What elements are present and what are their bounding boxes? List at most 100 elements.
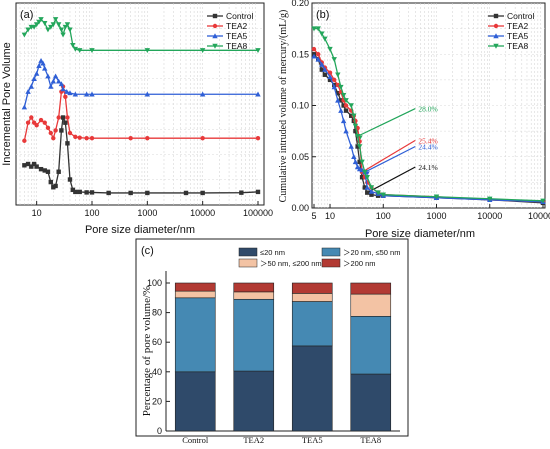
data-point [375, 190, 381, 196]
panel-a-series [21, 17, 261, 196]
legend-label: TEA2 [226, 21, 248, 31]
x-tick-label: 100 [376, 211, 391, 221]
x-tick-label: TEA5 [302, 435, 323, 445]
bar-segment [350, 282, 392, 295]
panel-a-label: (a) [20, 9, 33, 21]
data-point [72, 46, 79, 52]
data-point [60, 86, 66, 92]
panel-c-frame [135, 238, 409, 437]
data-point [31, 24, 37, 30]
legend-label: TEA2 [507, 21, 529, 31]
data-point [255, 91, 261, 97]
bar-segment [350, 373, 392, 432]
data-point [67, 130, 73, 136]
x-tick-label: 100000 [243, 208, 273, 218]
data-point [70, 42, 76, 48]
legend-label: ≤20 nm [260, 248, 285, 257]
data-point [322, 36, 328, 42]
data-point [319, 61, 325, 67]
data-point [352, 159, 359, 165]
data-point [255, 135, 261, 141]
data-point [53, 128, 58, 133]
data-point [369, 192, 374, 197]
legend-label: Control [507, 11, 535, 21]
legend-swatch [321, 247, 341, 257]
data-point [50, 78, 57, 84]
x-tick-label: 5 [311, 211, 316, 221]
legend-label: TEA5 [226, 31, 248, 41]
panel-b-annotations: 28.0% 25.4%24.4% 24.1% [357, 105, 438, 196]
data-point [52, 17, 59, 23]
data-point [29, 164, 34, 169]
series-control [22, 115, 261, 196]
series-line [23, 59, 258, 108]
data-point [338, 107, 344, 113]
data-point [200, 190, 205, 196]
data-point [200, 135, 205, 141]
data-point [25, 88, 31, 94]
panel-c-legend: ≤20 nm ＞20 nm, ≤50 nm ＞50 nm, ≤200 nm ＞200 … [238, 247, 400, 268]
data-point [343, 108, 349, 113]
series-tea8 [311, 26, 546, 204]
data-point [348, 103, 354, 109]
bar-segment [291, 293, 333, 302]
panel-a-y-axis-label: Incremental Pore Volume [1, 42, 13, 166]
data-point [89, 190, 95, 195]
data-point [38, 166, 44, 172]
legend-marker [212, 43, 218, 49]
bar-segment [174, 282, 216, 292]
data-point [364, 175, 370, 180]
data-point [42, 120, 47, 125]
data-point [433, 194, 440, 200]
data-point [144, 48, 151, 54]
data-point [327, 70, 333, 75]
data-point [83, 91, 90, 97]
legend-label: ＞200 nm [343, 259, 376, 268]
data-point [34, 164, 39, 169]
data-point [315, 26, 321, 32]
bar-segment [174, 290, 216, 299]
data-point [33, 70, 40, 76]
data-point [338, 84, 344, 90]
data-point [316, 52, 321, 57]
data-point [338, 98, 344, 103]
data-point [332, 77, 337, 83]
data-point [319, 67, 324, 72]
data-point [354, 134, 361, 139]
data-point [48, 179, 53, 185]
data-point [31, 76, 37, 81]
bar-segment [233, 298, 275, 372]
data-point [45, 73, 51, 79]
data-point [50, 22, 57, 28]
legend-label: TEA5 [507, 31, 529, 41]
data-point [48, 24, 54, 30]
bar-segment [174, 297, 216, 373]
data-point [65, 141, 70, 146]
data-point [25, 120, 31, 125]
x-tick-label: 10 [325, 211, 335, 221]
data-point [45, 125, 51, 131]
data-point [540, 198, 546, 204]
data-point [89, 91, 95, 97]
data-point [368, 185, 375, 191]
data-point [25, 161, 31, 167]
x-tick-label: 10000 [190, 208, 215, 218]
data-point [365, 190, 370, 195]
data-point [351, 113, 357, 119]
annotation-arrow [357, 108, 416, 137]
data-point [34, 123, 39, 128]
data-point [335, 97, 341, 103]
data-point [55, 22, 62, 28]
data-point [340, 118, 347, 124]
panel-a-gridlines [16, 3, 264, 205]
series-tea5 [21, 57, 261, 110]
data-point [145, 135, 150, 141]
legend-label: ＞20 nm, ≤50 nm [343, 248, 400, 257]
data-point [56, 169, 61, 174]
data-point [29, 115, 34, 120]
y-tick-label: 0.20 [291, 0, 309, 8]
data-point [45, 169, 51, 174]
